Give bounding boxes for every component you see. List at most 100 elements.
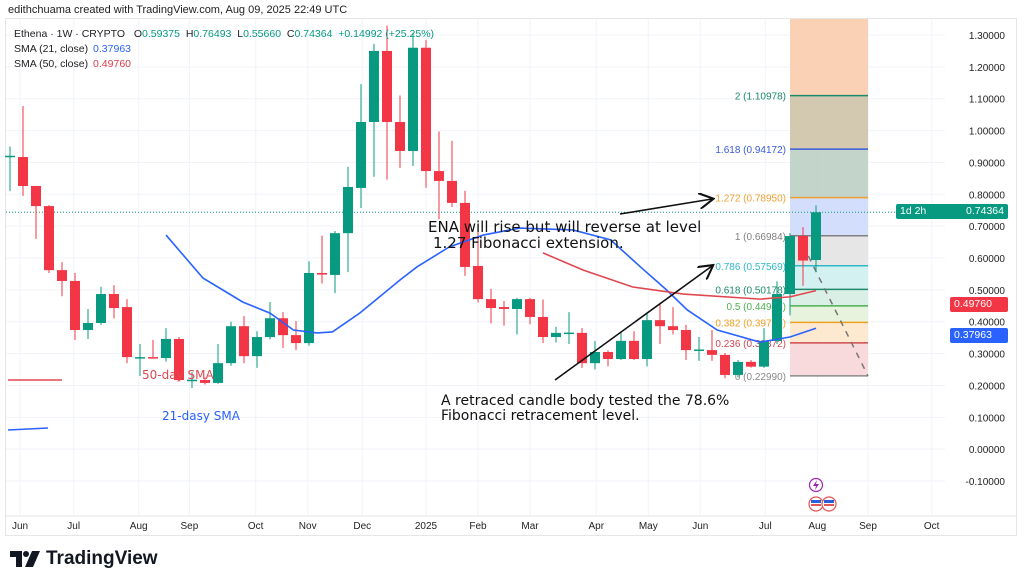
y-tick-label: 0.20000: [969, 381, 1006, 392]
candle-down: [317, 272, 327, 275]
candle-down: [447, 180, 457, 203]
candle-down: [200, 380, 210, 383]
x-tick-label: Sep: [181, 521, 199, 532]
chart-credit: edithchuama created with TradingView.com…: [8, 4, 348, 16]
x-tick-label: Jun: [692, 521, 708, 532]
legend-low-label: L: [237, 28, 244, 40]
candle-up: [590, 352, 600, 364]
legend-symbol[interactable]: Ethena · 1W · CRYPTO: [14, 28, 126, 40]
candle-up: [564, 332, 574, 335]
fib-level-label: 1.272 (0.78950): [715, 194, 786, 205]
candle-down: [70, 280, 80, 331]
candle-up: [642, 320, 652, 360]
legend-high: 0.76493: [193, 28, 232, 40]
fib-zone: [790, 289, 868, 306]
legend-low: 0.55660: [243, 28, 282, 40]
candle-up: [343, 186, 353, 234]
candle-up: [213, 363, 223, 383]
fib-zone: [790, 197, 868, 236]
flag-red: [811, 504, 821, 506]
fib-level-label: 0.236 (0.33372): [715, 339, 786, 350]
candle-up: [694, 349, 704, 351]
candle-down: [603, 352, 613, 360]
x-tick-label: Dec: [353, 521, 371, 532]
legend-sma50[interactable]: SMA (50, close) 0.49760: [14, 57, 434, 72]
candle-down: [668, 326, 678, 331]
candle-down: [421, 47, 431, 172]
candle-up: [187, 379, 197, 382]
candle-down: [291, 335, 301, 344]
arrow-to-786: [554, 266, 712, 381]
fib-zone: [790, 342, 868, 376]
x-tick-label: Oct: [924, 521, 940, 532]
candle-down: [434, 171, 444, 181]
x-tick-label: Jul: [759, 521, 772, 532]
candle-up: [356, 121, 366, 188]
sma21-value: 0.37963: [93, 43, 132, 55]
legend-high-label: H: [185, 28, 194, 40]
legend-sma21[interactable]: SMA (21, close) 0.37963: [14, 42, 434, 57]
legend-ohlc: Ethena · 1W · CRYPTO O0.59375 H0.76493 L…: [14, 27, 434, 42]
annotation-retrace-line1: A retraced candle body tested the 78.6%: [441, 393, 729, 409]
candle-up: [226, 326, 236, 364]
y-tick-label: 0.30000: [969, 350, 1006, 361]
chart-frame[interactable]: [5, 18, 1017, 536]
us-flag-event-icon: [808, 496, 824, 512]
us-flag-event-icon: [821, 496, 837, 512]
x-tick-label: May: [639, 521, 658, 532]
candle-up: [512, 299, 522, 309]
legend-close: 0.74364: [294, 28, 333, 40]
y-tick-label: 0.00000: [969, 445, 1006, 456]
candle-down: [239, 326, 249, 357]
x-tick-label: Mar: [521, 521, 539, 532]
candle-down: [44, 206, 54, 271]
legend-open-label: O: [133, 28, 143, 40]
candle-up: [772, 294, 782, 341]
candle-up: [759, 340, 769, 367]
candle-up: [733, 361, 743, 375]
fib-level-label: 0.618 (0.50178): [715, 285, 786, 296]
fib-level-label: 1.618 (0.94172): [715, 145, 786, 156]
sma50-label: SMA (50, close): [14, 58, 89, 70]
sma50-price-tag: 0.49760: [950, 297, 1008, 312]
flag-red: [824, 504, 834, 506]
tradingview-logo[interactable]: TradingView: [10, 548, 158, 570]
candle-down: [31, 186, 41, 207]
last-price-tag: 1d 2h 0.74364: [896, 204, 1008, 219]
x-tick-label: Sep: [859, 521, 877, 532]
sma21-legend-stroke: [7, 427, 49, 431]
candle-down: [174, 338, 184, 381]
candle-up: [252, 337, 262, 357]
candle-down: [499, 307, 509, 309]
sma21-line: [165, 227, 817, 343]
candle-up: [5, 155, 15, 158]
fib-level-label: 2 (1.10978): [735, 92, 786, 103]
candle-down: [395, 121, 405, 151]
tradingview-logo-icon: [10, 551, 40, 567]
candle-down: [798, 236, 808, 261]
candle-down: [746, 361, 756, 367]
legend-change: +0.14992 (+25.25%): [338, 28, 435, 40]
y-tick-label: 0.70000: [969, 222, 1006, 233]
candle-up: [369, 50, 379, 122]
fib-level-label: 0 (0.22990): [735, 372, 786, 383]
candle-down: [655, 320, 665, 327]
candle-down: [538, 316, 548, 338]
candle-down: [109, 294, 119, 309]
y-tick-label: 1.30000: [969, 31, 1006, 42]
sma21-label: SMA (21, close): [14, 43, 89, 55]
x-tick-label: 2025: [415, 521, 438, 532]
lightning-event-icon: [808, 477, 824, 493]
candle-down: [278, 318, 288, 336]
fib-zone: [790, 265, 868, 290]
sma50-line: [542, 252, 817, 300]
fib-level-label: 0.382 (0.39796): [715, 318, 786, 329]
candle-up: [135, 357, 145, 359]
candle-down: [681, 330, 691, 351]
x-tick-label: Feb: [469, 521, 487, 532]
sma21-price-tag: 0.37963: [950, 328, 1008, 343]
candle-up: [96, 294, 106, 324]
y-tick-label: -0.10000: [966, 477, 1006, 488]
y-tick-label: 0.10000: [969, 413, 1006, 424]
